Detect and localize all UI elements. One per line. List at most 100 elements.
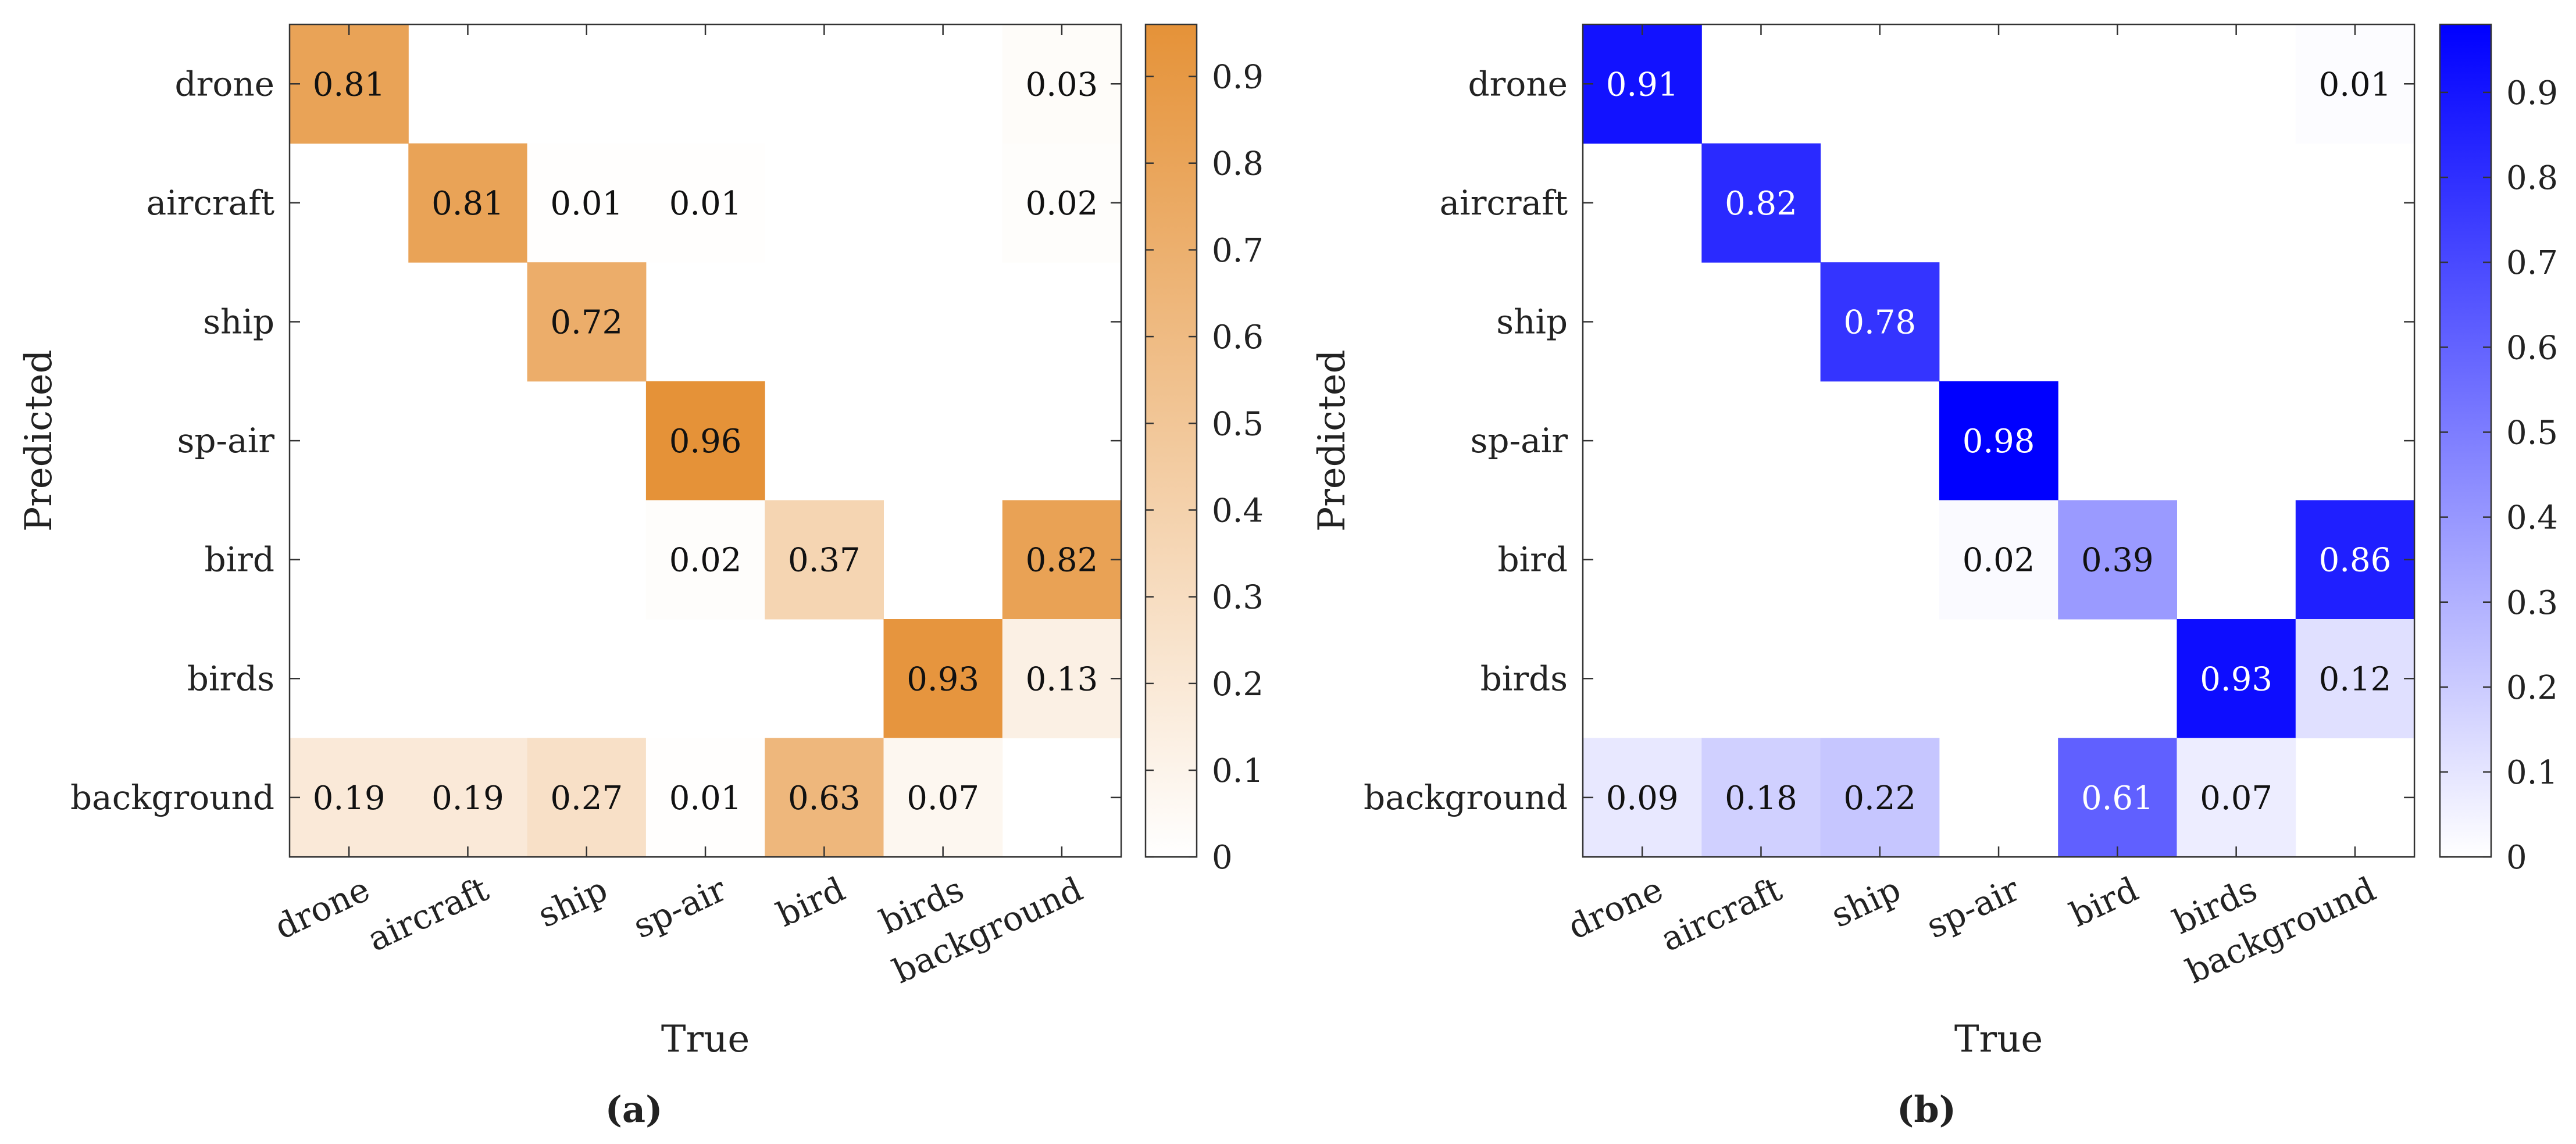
colorbar-tick-label: 0.2 bbox=[2506, 669, 2558, 707]
heatmap-cell bbox=[1583, 738, 1702, 857]
x-tick-label: sp-air bbox=[1921, 869, 2026, 946]
colorbar bbox=[1144, 23, 1198, 858]
cell-value-label: 0.81 bbox=[313, 66, 386, 103]
colorbar-tick-label: 0.2 bbox=[1212, 666, 1264, 703]
cell-value-label: 0.09 bbox=[1606, 780, 1679, 817]
y-tick-label: bird bbox=[1497, 540, 1568, 580]
cell-value-label: 0.01 bbox=[550, 185, 623, 223]
colorbar-tick-label: 0.7 bbox=[2506, 244, 2558, 282]
colorbar-tick-label: 0.5 bbox=[1212, 405, 1264, 443]
colorbar-tick-label: 0.9 bbox=[2506, 74, 2558, 112]
cell-value-label: 0.01 bbox=[669, 185, 742, 223]
x-tick-label: aircraft bbox=[362, 869, 495, 959]
panel-a: 0.81 0.03 0.81 0.01 0.01 0.02 0.72 0.96 0.02 0.37… bbox=[17, 23, 1264, 1131]
heatmap-cell bbox=[1002, 143, 1122, 263]
colorbar-tick-label: 0.4 bbox=[1212, 492, 1264, 530]
cell-value-label: 0.12 bbox=[2319, 660, 2392, 698]
x-tick-label: sp-air bbox=[627, 869, 733, 946]
cell-value-label: 0.19 bbox=[313, 780, 386, 817]
cell-value-label: 0.07 bbox=[2200, 780, 2272, 817]
cell-value-label: 0.39 bbox=[2081, 542, 2154, 580]
cell-value-label: 0.03 bbox=[1026, 66, 1098, 103]
colorbar-tick-label: 0.4 bbox=[2506, 499, 2558, 537]
heatmap-cell bbox=[1939, 381, 2058, 500]
cell-value-label: 0.91 bbox=[1606, 66, 1679, 103]
heatmap-cell bbox=[2177, 738, 2296, 857]
colorbar-tick-label: 0.3 bbox=[1212, 579, 1264, 617]
colorbar-tick-label: 0.5 bbox=[2506, 414, 2558, 452]
heatmap-cell bbox=[2058, 500, 2177, 620]
cell-value-label: 0.61 bbox=[2081, 780, 2154, 817]
cell-value-label: 0.82 bbox=[1725, 185, 1797, 223]
panel-caption: (a) bbox=[605, 1088, 663, 1131]
heatmap-cell bbox=[1820, 738, 1940, 857]
colorbar-tick-label: 0.6 bbox=[1212, 319, 1264, 356]
cell-value-label: 0.93 bbox=[907, 660, 979, 698]
heatmap-cell bbox=[2295, 619, 2415, 739]
colorbar-tick-label: 0.1 bbox=[2506, 754, 2558, 792]
cell-value-label: 0.02 bbox=[669, 542, 742, 580]
y-axis-label: Predicted bbox=[17, 349, 60, 531]
x-tick-label: bird bbox=[2064, 869, 2144, 935]
heatmap-cell bbox=[290, 24, 409, 144]
heatmap-cell bbox=[1002, 24, 1122, 144]
heatmap-cell bbox=[2058, 738, 2177, 857]
cell-value-label: 0.02 bbox=[1026, 185, 1098, 223]
colorbar bbox=[2439, 23, 2492, 858]
cell-value-label: 0.96 bbox=[669, 423, 742, 460]
colorbar-tick-label: 0.8 bbox=[1212, 145, 1264, 183]
y-axis-label: Predicted bbox=[1311, 349, 1354, 531]
cell-value-label: 0.19 bbox=[431, 780, 504, 817]
colorbar-tick-label: 0 bbox=[2506, 839, 2527, 877]
y-tick-label: drone bbox=[1468, 64, 1568, 103]
cell-value-label: 0.82 bbox=[1026, 542, 1098, 580]
heatmap-cell bbox=[883, 738, 1003, 857]
x-tick-label: drone bbox=[269, 869, 376, 947]
x-tick-label: drone bbox=[1562, 869, 1669, 947]
heatmap-cell bbox=[1701, 738, 1821, 857]
heatmap-cell bbox=[1701, 143, 1821, 263]
heatmap-cell bbox=[645, 500, 765, 620]
x-axis-label: True bbox=[1954, 1018, 2043, 1061]
y-tick-label: background bbox=[1364, 778, 1568, 817]
cell-value-label: 0.02 bbox=[1963, 542, 2035, 580]
cell-value-label: 0.22 bbox=[1843, 780, 1916, 817]
y-tick-label: drone bbox=[175, 64, 274, 103]
panel-caption: (b) bbox=[1897, 1088, 1956, 1131]
cell-value-label: 0.13 bbox=[1026, 660, 1098, 698]
cell-value-label: 0.37 bbox=[788, 542, 861, 580]
colorbar-tick-label: 0.6 bbox=[2506, 329, 2558, 367]
cell-value-label: 0.86 bbox=[2319, 542, 2392, 580]
y-tick-label: aircraft bbox=[147, 183, 274, 223]
x-tick-label: aircraft bbox=[1655, 869, 1788, 959]
y-tick-label: birds bbox=[187, 659, 274, 698]
heatmap-cell bbox=[1820, 262, 1940, 382]
heatmap-cell bbox=[408, 738, 528, 857]
heatmap-cell bbox=[645, 738, 765, 857]
heatmap-cell bbox=[2295, 500, 2415, 620]
panel-b: 0.91 0.01 0.82 0.78 0.98 0.02 0.39 0.86 0.93 0.12… bbox=[1311, 23, 2558, 1131]
heatmap-cell bbox=[765, 738, 884, 857]
x-tick-label: bird bbox=[770, 869, 851, 935]
heatmap-cell bbox=[765, 500, 884, 620]
y-tick-label: ship bbox=[203, 302, 274, 342]
heatmap-cell bbox=[1583, 24, 1702, 144]
heatmap-cell bbox=[290, 738, 409, 857]
heatmap-cell bbox=[1939, 500, 2058, 620]
y-tick-label: sp-air bbox=[177, 421, 275, 460]
heatmap-cell bbox=[2295, 24, 2415, 144]
cell-value-label: 0.93 bbox=[2200, 660, 2272, 698]
cell-value-label: 0.01 bbox=[669, 780, 742, 817]
heatmap-cell bbox=[527, 738, 647, 857]
heatmap-cell bbox=[1002, 500, 1122, 620]
colorbar-tick-label: 0.9 bbox=[1212, 59, 1264, 96]
y-tick-label: sp-air bbox=[1471, 421, 1568, 460]
x-axis-label: True bbox=[661, 1018, 750, 1061]
cell-value-label: 0.78 bbox=[1843, 304, 1916, 342]
y-tick-label: background bbox=[70, 778, 274, 817]
cell-value-label: 0.07 bbox=[907, 780, 979, 817]
colorbar-tick-label: 0.3 bbox=[2506, 584, 2558, 622]
y-tick-label: aircraft bbox=[1440, 183, 1568, 223]
x-tick-label: ship bbox=[532, 869, 613, 935]
